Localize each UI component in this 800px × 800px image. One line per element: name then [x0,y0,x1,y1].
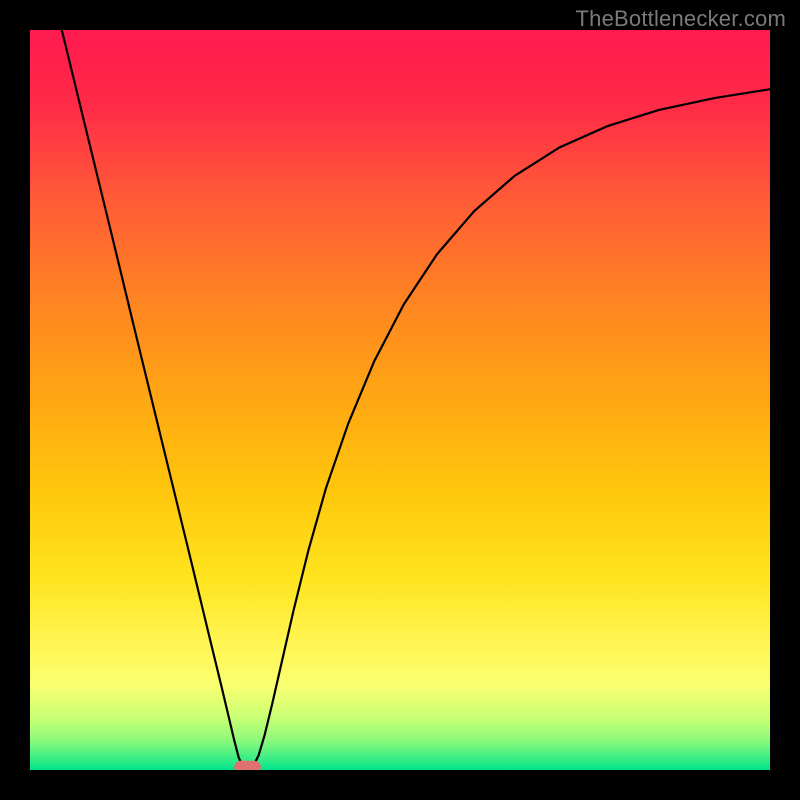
plot-area [30,30,770,770]
chart-svg [30,30,770,770]
watermark-text: TheBottlenecker.com [576,6,786,32]
optimal-point-marker [234,761,261,770]
chart-background [30,30,770,770]
chart-frame: TheBottlenecker.com [0,0,800,800]
